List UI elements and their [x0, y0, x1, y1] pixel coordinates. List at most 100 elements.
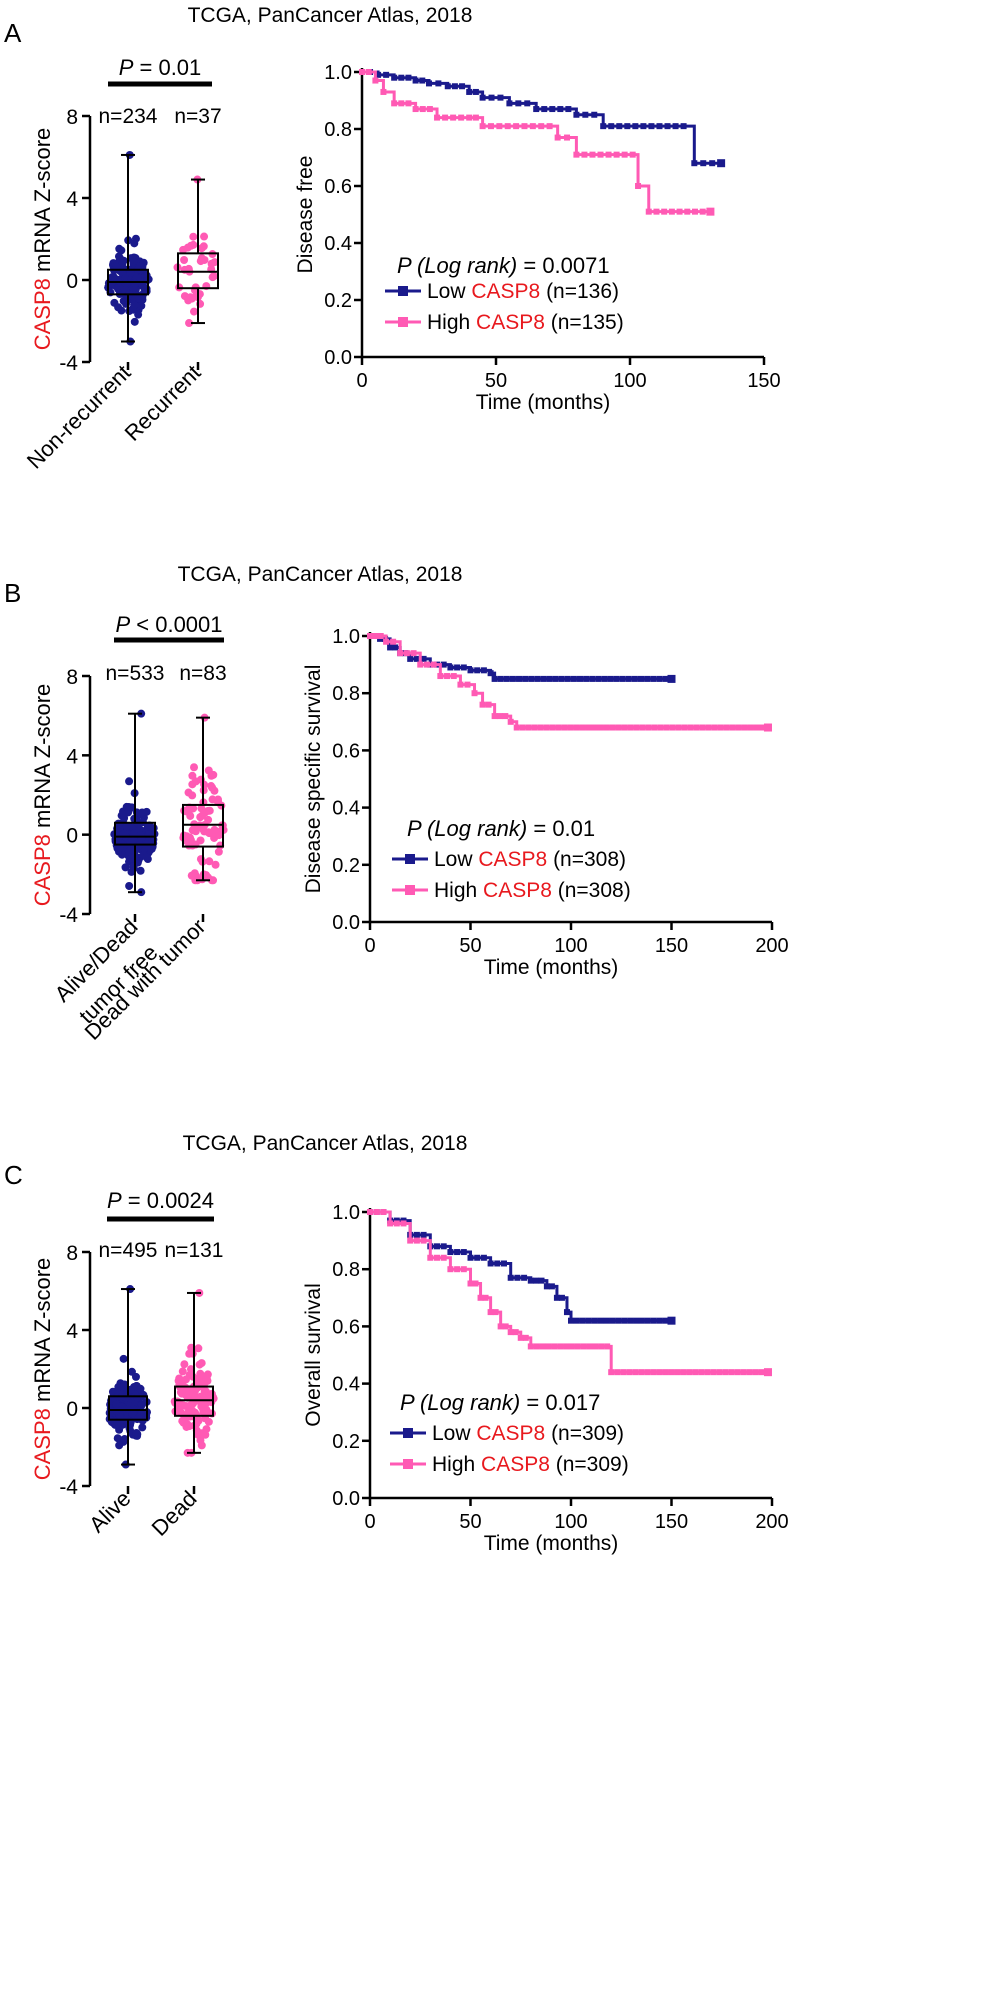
panel-c-series-high-censor: [668, 1369, 675, 1376]
panel-b-series-low-censor: [552, 675, 559, 682]
panel-b-series-low-censor: [619, 675, 626, 682]
panel-c-km-ytick-label-3: 0.6: [332, 1316, 360, 1338]
panel-c-series-high-censor: [638, 1369, 645, 1376]
panel-b-series-low-censor: [480, 667, 487, 674]
panel-a-group-1-n-label: n=37: [174, 105, 221, 128]
panel-b-series-low-censor: [440, 661, 447, 668]
panel-a-group-1-dot: [192, 289, 201, 298]
panel-b-box-ylabel-part-1: mRNA Z-score: [30, 684, 55, 834]
panel-a-series-high-legend-label-part-2: (n=135): [545, 311, 624, 334]
panel-c-group-1-dot: [180, 1360, 189, 1369]
panel-b-series-low-censor: [407, 655, 414, 662]
panel-c-series-high-censor: [608, 1369, 615, 1376]
panel-b-group-1-dot: [189, 804, 198, 813]
panel-b-group-0-dot: [125, 777, 134, 786]
panel-a-series-low-censor: [524, 100, 531, 107]
panel-c-km-ytick-label-1: 0.2: [332, 1431, 360, 1453]
panel-c-km-ytick-label-2: 0.4: [332, 1374, 360, 1396]
panel-b-box-p-value: P < 0.0001: [115, 612, 222, 637]
panel-c-series-high-censor: [698, 1369, 705, 1376]
panel-c-series-high-censor: [533, 1343, 540, 1350]
panel-c-series-high-censor: [598, 1343, 605, 1350]
panel-a-series-high-censor: [479, 123, 486, 130]
panel-c-series-high-censor: [434, 1254, 440, 1261]
panel-c-series-high-censor: [440, 1254, 447, 1261]
panel-a-series-low-censor: [533, 106, 540, 113]
panel-c-series-high-censor: [413, 1237, 420, 1244]
panel-a-series-low-censor-end: [717, 159, 726, 168]
panel-b-series-low-censor: [534, 675, 541, 682]
panel-a-series-high-censor: [581, 151, 588, 158]
panel-b-series-low-legend-label-part-0: Low: [434, 848, 478, 871]
panel-a-series-high-censor: [372, 77, 379, 84]
panel-c-box-ylabel-part-1: mRNA Z-score: [30, 1258, 55, 1408]
panel-c-group-0-dot: [137, 1400, 146, 1409]
panel-c-series-high-censor: [482, 1294, 489, 1301]
panel-b-series-high-censor: [531, 724, 538, 731]
panel-a-series-low-censor: [591, 111, 598, 118]
panel-b-series-high-censor: [585, 724, 592, 731]
panel-a-series-high-censor: [359, 69, 365, 75]
panel-b-group-0-dot: [125, 846, 134, 855]
panel-b-series-high-censor: [705, 724, 712, 731]
panel-c-series-low-censor: [543, 1283, 550, 1290]
panel-c-group-1-dot: [186, 1365, 195, 1374]
panel-c-box-ytick-label-1: 0: [66, 1398, 78, 1421]
panel-b-series-high-legend-label-part-2: (n=308): [552, 879, 631, 902]
panel-b-series-high-censor: [561, 724, 568, 731]
panel-c-group-1-dot: [181, 1375, 190, 1384]
panel-b-series-high-censor: [669, 724, 676, 731]
panel-b-series-high-censor: [627, 724, 634, 731]
panel-a-group-1-dot: [200, 232, 209, 241]
panel-b-box-p-value-part-0: P: [115, 612, 130, 637]
panel-a-box-p-value: P = 0.01: [119, 55, 202, 80]
panel-a-series-low-censor: [700, 160, 707, 167]
panel-c-series-low-censor: [650, 1317, 657, 1324]
panel-a-series-low-censor: [616, 123, 623, 130]
panel-a-series-low-legend-label-part-0: Low: [427, 280, 471, 303]
panel-b-series-high-censor: [639, 724, 646, 731]
panel-b-series-low-censor: [656, 675, 663, 682]
panel-a-series-high-censor: [496, 123, 503, 130]
panel-b-series-high-censor: [675, 724, 682, 731]
panel-b-series-high-censor: [573, 724, 580, 731]
panel-a-series-high-censor: [676, 208, 683, 215]
panel-b-series-high-censor: [567, 724, 574, 731]
panel-c-series-high-censor: [539, 1343, 546, 1350]
panel-a-series-high-censor: [538, 123, 545, 130]
panel-b-series-high-censor: [513, 724, 520, 731]
panel-c-group-1-label-line-0: Dead: [147, 1486, 202, 1541]
panel-a-series-low-censor: [541, 106, 548, 113]
panel-b-series-low-censor: [509, 675, 516, 682]
panel-b-series-high-censor: [663, 724, 670, 731]
panel-b-series-high-censor: [430, 661, 437, 668]
panel-a-series-low-censor: [600, 123, 607, 130]
panel-c-group-0-dot: [112, 1400, 121, 1409]
panel-b-km-p-value-part-0: P (Log rank): [407, 816, 527, 841]
panel-c-series-low-censor: [538, 1277, 545, 1284]
panel-a-series-low-legend-label-part-2: (n=136): [540, 280, 619, 303]
panel-a-group-1-dots: [173, 175, 219, 328]
panel-a-series-high-censor: [434, 114, 441, 121]
panel-b-series-high-legend-label-part-1: CASP8: [483, 879, 552, 902]
panel-c-series-low-censor: [662, 1317, 669, 1324]
panel-b-series-high-censor: [367, 633, 373, 639]
panel-c-series-low-censor: [591, 1317, 598, 1324]
panel-b-km-ytick-label-1: 0.2: [332, 855, 360, 877]
panel-c-series-low-censor: [563, 1309, 570, 1316]
panel-a-series-low-censor: [709, 160, 716, 167]
panel-b-group-1-dot: [207, 782, 216, 791]
panel-c-km-xtick-label-4: 200: [755, 1511, 788, 1533]
panel-a-series-high-legend-label: High CASP8 (n=135): [427, 311, 624, 334]
panel-c-group-1-dot: [194, 1344, 203, 1353]
panel-b-series-low-censor: [625, 675, 632, 682]
panel-a-series-low-censor: [680, 123, 687, 130]
panel-b-group-1-dot: [198, 811, 207, 820]
panel-b-box-ylabel-part-0: CASP8: [30, 834, 55, 906]
panel-a-series-low-censor: [466, 88, 473, 95]
panel-b-series-high-censor: [758, 724, 765, 731]
panel-b-series-high-censor: [555, 724, 562, 731]
panel-a-box-ylabel-part-1: mRNA Z-score: [30, 128, 55, 278]
panel-c-group-0-n-label: n=495: [99, 1239, 158, 1262]
